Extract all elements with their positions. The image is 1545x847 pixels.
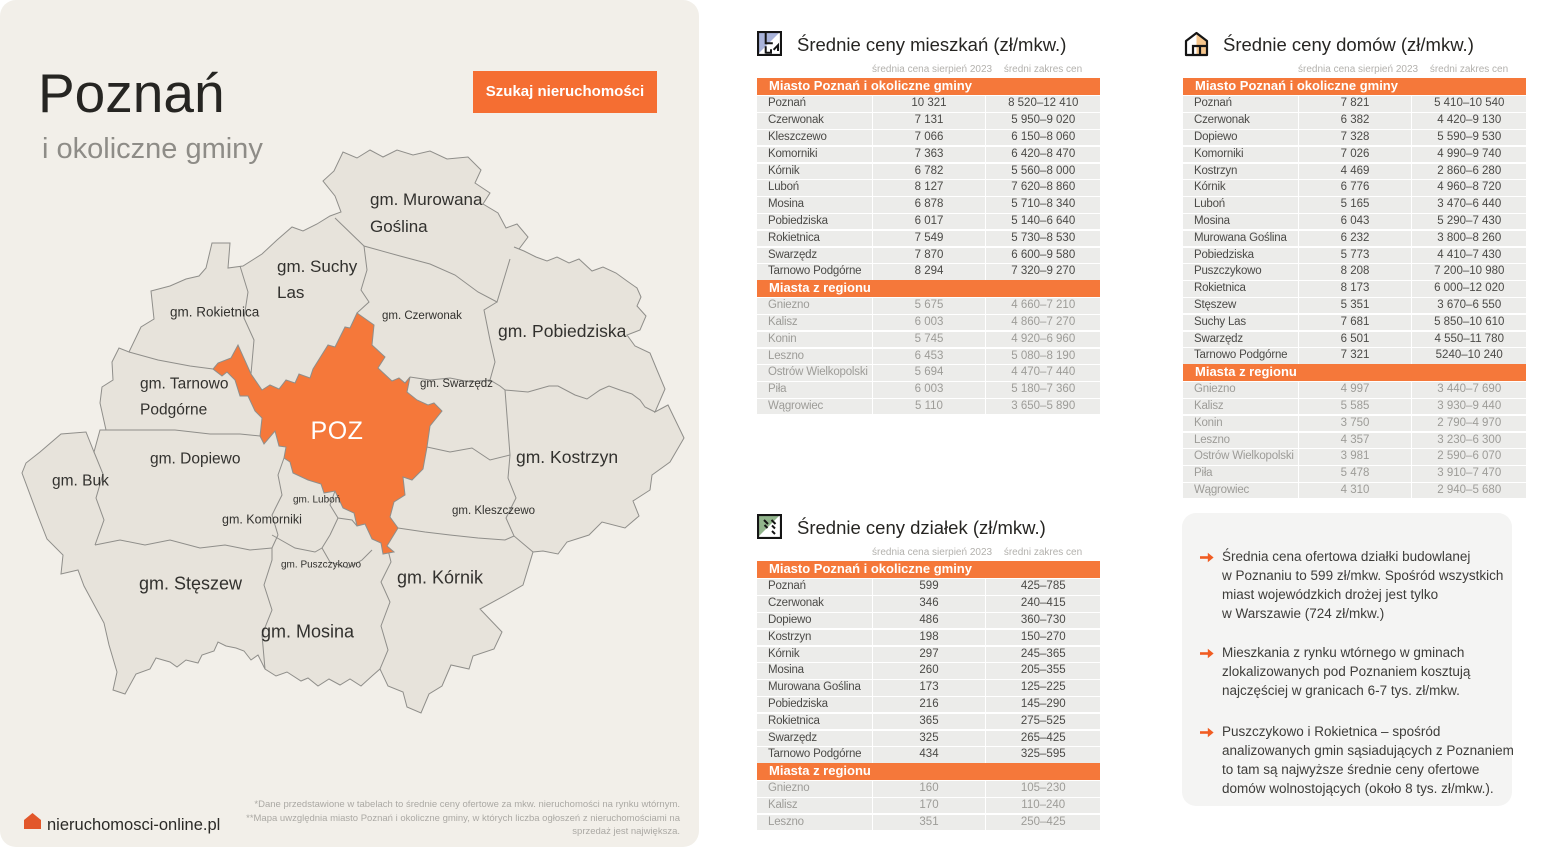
svg-text:POZ: POZ — [311, 417, 364, 445]
svg-text:gm. Murowana: gm. Murowana — [370, 190, 483, 209]
svg-text:gm. Kleszczewo: gm. Kleszczewo — [452, 505, 535, 517]
svg-text:gm. Komorniki: gm. Komorniki — [222, 512, 302, 526]
svg-text:gm. Swarzędz: gm. Swarzędz — [420, 378, 493, 390]
svg-text:gm. Pobiedziska: gm. Pobiedziska — [498, 321, 627, 341]
svg-text:gm. Tarnowo: gm. Tarnowo — [140, 375, 228, 392]
svg-text:gm. Rokietnica: gm. Rokietnica — [170, 305, 260, 320]
svg-text:gm. Dopiewo: gm. Dopiewo — [150, 450, 240, 467]
svg-text:gm. Puszczykowo: gm. Puszczykowo — [281, 560, 361, 571]
svg-text:gm. Suchy: gm. Suchy — [277, 257, 358, 276]
svg-text:gm. Luboń: gm. Luboń — [293, 495, 340, 506]
svg-text:Goślina: Goślina — [370, 217, 428, 236]
svg-text:gm. Kostrzyn: gm. Kostrzyn — [516, 447, 618, 467]
svg-text:gm. Czerwonak: gm. Czerwonak — [382, 310, 462, 322]
svg-text:gm. Buk: gm. Buk — [52, 472, 109, 489]
svg-text:Las: Las — [277, 283, 304, 302]
svg-text:gm. Stęszew: gm. Stęszew — [139, 573, 243, 593]
svg-text:gm. Mosina: gm. Mosina — [261, 621, 355, 641]
svg-text:gm. Kórnik: gm. Kórnik — [397, 567, 484, 587]
svg-text:Podgórne: Podgórne — [140, 401, 207, 418]
